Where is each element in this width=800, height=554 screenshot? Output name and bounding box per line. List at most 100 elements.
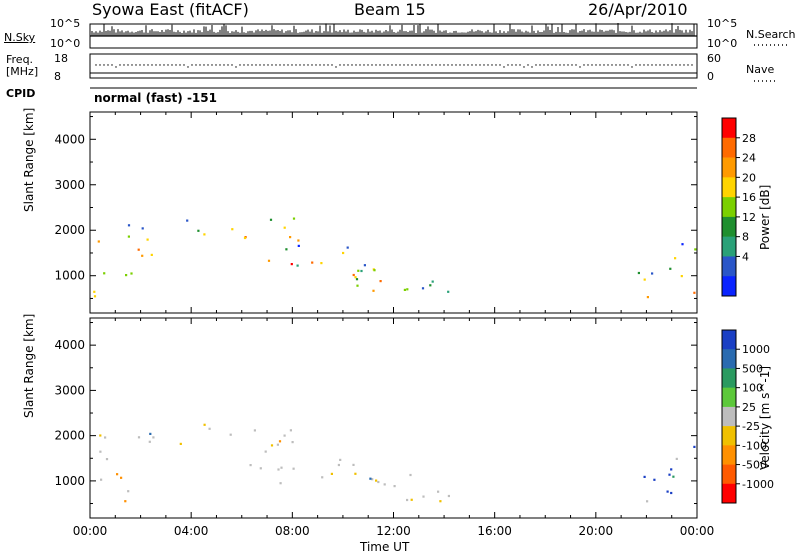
freq-dot xyxy=(443,64,445,66)
colorbar-swatch xyxy=(722,483,736,504)
nave-tick-bottom: 0 xyxy=(707,70,714,83)
freq-dot xyxy=(423,64,425,66)
freq-dots xyxy=(95,64,693,68)
range-cell xyxy=(371,478,374,481)
freq-dot xyxy=(395,64,397,66)
freq-dot xyxy=(435,64,437,66)
freq-dot xyxy=(579,66,581,68)
range-cell xyxy=(406,498,409,502)
freq-dot xyxy=(203,64,205,66)
colorbar-swatch xyxy=(722,216,736,237)
range-cell xyxy=(229,433,232,436)
colorbar-swatch xyxy=(722,236,736,257)
freq-dot xyxy=(191,64,193,66)
velocity-frame xyxy=(89,317,698,519)
x-axis-label: Time UT xyxy=(360,540,410,554)
freq-dot xyxy=(467,64,469,66)
range-cell xyxy=(330,472,333,475)
freq-dot xyxy=(271,64,273,66)
range-cell xyxy=(429,284,432,287)
range-cell xyxy=(643,475,646,478)
range-cell xyxy=(127,235,130,238)
freq-tick-top: 18 xyxy=(54,52,68,65)
range-cell xyxy=(675,457,678,460)
range-cell xyxy=(127,490,130,493)
colorbar-tick-label: 24 xyxy=(742,152,756,165)
range-cell xyxy=(231,228,234,231)
freq-dot xyxy=(327,64,329,66)
freq-dot xyxy=(363,64,365,66)
range-cell xyxy=(203,423,206,426)
range-cell xyxy=(693,291,696,294)
range-cell xyxy=(283,434,286,437)
range-cell xyxy=(363,264,366,267)
freq-dot xyxy=(515,64,517,66)
freq-dot xyxy=(283,64,285,66)
freq-unit-label: [MHz] xyxy=(6,65,39,78)
range-cell xyxy=(646,500,649,503)
freq-dot xyxy=(187,66,189,68)
freq-dot xyxy=(655,64,657,66)
freq-dot xyxy=(459,64,461,66)
freq-dot xyxy=(555,64,557,66)
range-cell xyxy=(354,472,357,475)
colorbar-tick-label: 4 xyxy=(742,250,749,263)
y-tick-label: 3000 xyxy=(54,178,85,192)
freq-dot xyxy=(463,64,465,66)
freq-dot xyxy=(331,64,333,66)
freq-dot xyxy=(323,64,325,66)
colorbar-swatch xyxy=(722,445,736,465)
range-cell xyxy=(116,473,119,476)
y-tick-label: 3000 xyxy=(54,383,85,397)
freq-dot xyxy=(247,64,249,66)
freq-dot xyxy=(123,64,125,66)
range-cell xyxy=(342,251,345,255)
freq-dot xyxy=(167,64,169,66)
x-tick-label: 20:00 xyxy=(579,524,614,538)
freq-dot xyxy=(255,64,257,66)
freq-dot xyxy=(559,64,561,66)
range-cell xyxy=(259,467,262,470)
station-title: Syowa East (fitACF) xyxy=(92,0,249,19)
range-cell xyxy=(100,478,103,481)
freq-dot xyxy=(687,64,689,66)
freq-dot xyxy=(431,64,433,66)
y-tick-label: 1000 xyxy=(54,269,85,283)
freq-dot xyxy=(375,64,377,66)
power-frame xyxy=(89,111,698,314)
freq-dot xyxy=(99,64,101,66)
freq-dot xyxy=(647,64,649,66)
range-cell xyxy=(693,445,696,448)
freq-dot xyxy=(679,64,681,66)
range-cell xyxy=(383,483,386,486)
range-cell xyxy=(292,467,295,470)
freq-dot xyxy=(667,64,669,66)
range-cell xyxy=(137,436,141,439)
freq-dot xyxy=(291,64,293,66)
freq-dot xyxy=(359,64,361,66)
colorbar-tick-label: -25 xyxy=(742,420,760,433)
freq-dot xyxy=(231,64,233,66)
range-cell xyxy=(377,480,380,484)
freq-dot xyxy=(575,64,577,66)
range-cell xyxy=(283,226,286,229)
range-cell xyxy=(93,295,97,298)
freq-dot xyxy=(179,64,181,66)
range-cell xyxy=(99,450,102,453)
x-tick-label: 04:00 xyxy=(174,524,209,538)
freq-dot xyxy=(615,64,617,66)
n-search-label: N.Search xyxy=(746,28,796,41)
freq-dot xyxy=(251,64,253,66)
range-cell xyxy=(421,287,425,290)
n-sky-tick-top: 10^5 xyxy=(50,17,81,30)
n-sky-label: N.Sky xyxy=(4,31,36,44)
range-cell xyxy=(280,466,283,469)
range-cell xyxy=(670,491,673,495)
nave-tick-top: 60 xyxy=(707,52,721,65)
freq-dot xyxy=(143,64,145,66)
freq-dot xyxy=(603,64,605,66)
freq-dot xyxy=(183,64,185,66)
range-cell xyxy=(372,289,375,292)
freq-dot xyxy=(527,64,529,66)
freq-dot xyxy=(635,64,637,66)
